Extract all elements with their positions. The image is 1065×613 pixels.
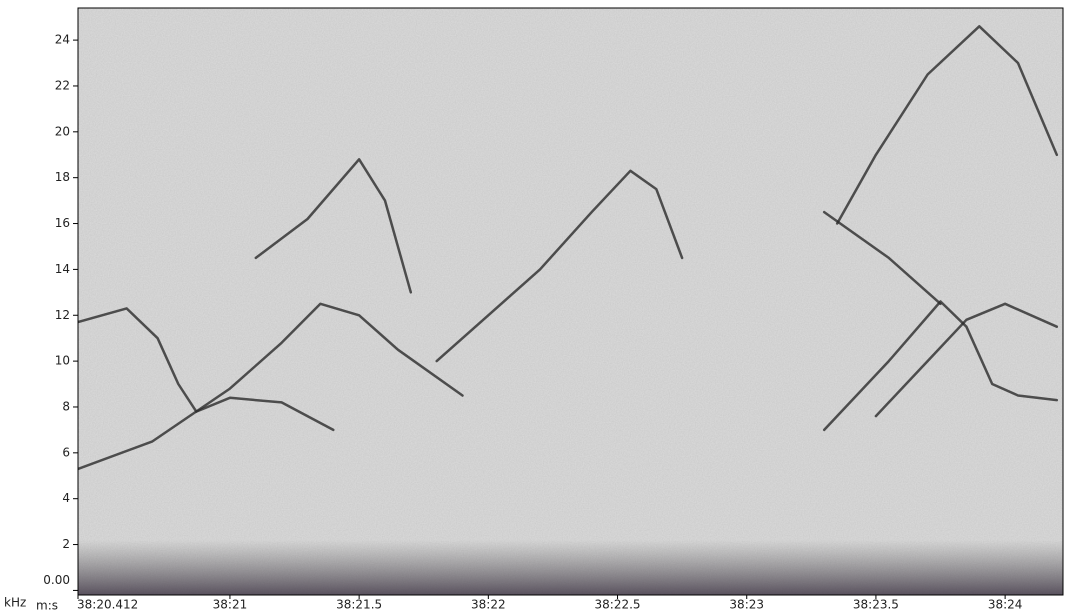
- traces: [78, 25, 1059, 471]
- frequency-trace: [435, 169, 684, 363]
- frequency-trace: [78, 302, 464, 471]
- x-unit: m:s: [36, 599, 58, 613]
- y-tick-label: 22: [55, 78, 70, 92]
- y-tick-label: 12: [55, 308, 70, 322]
- y-tick-label: 2: [62, 537, 70, 551]
- x-tick-label: 38:21.5: [336, 598, 382, 612]
- y-tick-label: 14: [55, 262, 70, 276]
- frequency-trace: [835, 25, 1059, 225]
- x-tick-label: 38:22.5: [595, 598, 641, 612]
- plot-frame: [77, 7, 1064, 596]
- x-tick-label: 38:24: [988, 598, 1023, 612]
- y-tick-label: 10: [55, 354, 70, 368]
- x-tick-label: 38:21: [213, 598, 248, 612]
- frequency-trace: [78, 307, 335, 432]
- y-tick-label: 18: [55, 170, 70, 184]
- x-tick-label: 38:23: [729, 598, 764, 612]
- y-tick-label: 20: [55, 124, 70, 138]
- y-tick-label: 6: [62, 445, 70, 459]
- y-tick-label: 4: [62, 491, 70, 505]
- noise-texture: [78, 8, 1063, 595]
- frequency-trace: [822, 300, 1059, 432]
- y-unit: kHz: [4, 596, 26, 610]
- frequency-trace: [874, 302, 1059, 418]
- y-tick-label: 0.00: [43, 573, 70, 587]
- x-tick-label: 38:20.412: [77, 598, 138, 612]
- frequency-trace: [822, 210, 942, 306]
- x-tick-label: 38:22: [471, 598, 506, 612]
- x-tick-label: 38:23.5: [853, 598, 899, 612]
- frequency-trace: [254, 158, 413, 294]
- y-tick-label: 24: [55, 33, 70, 47]
- y-tick-label: 16: [55, 216, 70, 230]
- low-frequency-band: [78, 540, 1063, 595]
- y-tick-label: 8: [62, 399, 70, 413]
